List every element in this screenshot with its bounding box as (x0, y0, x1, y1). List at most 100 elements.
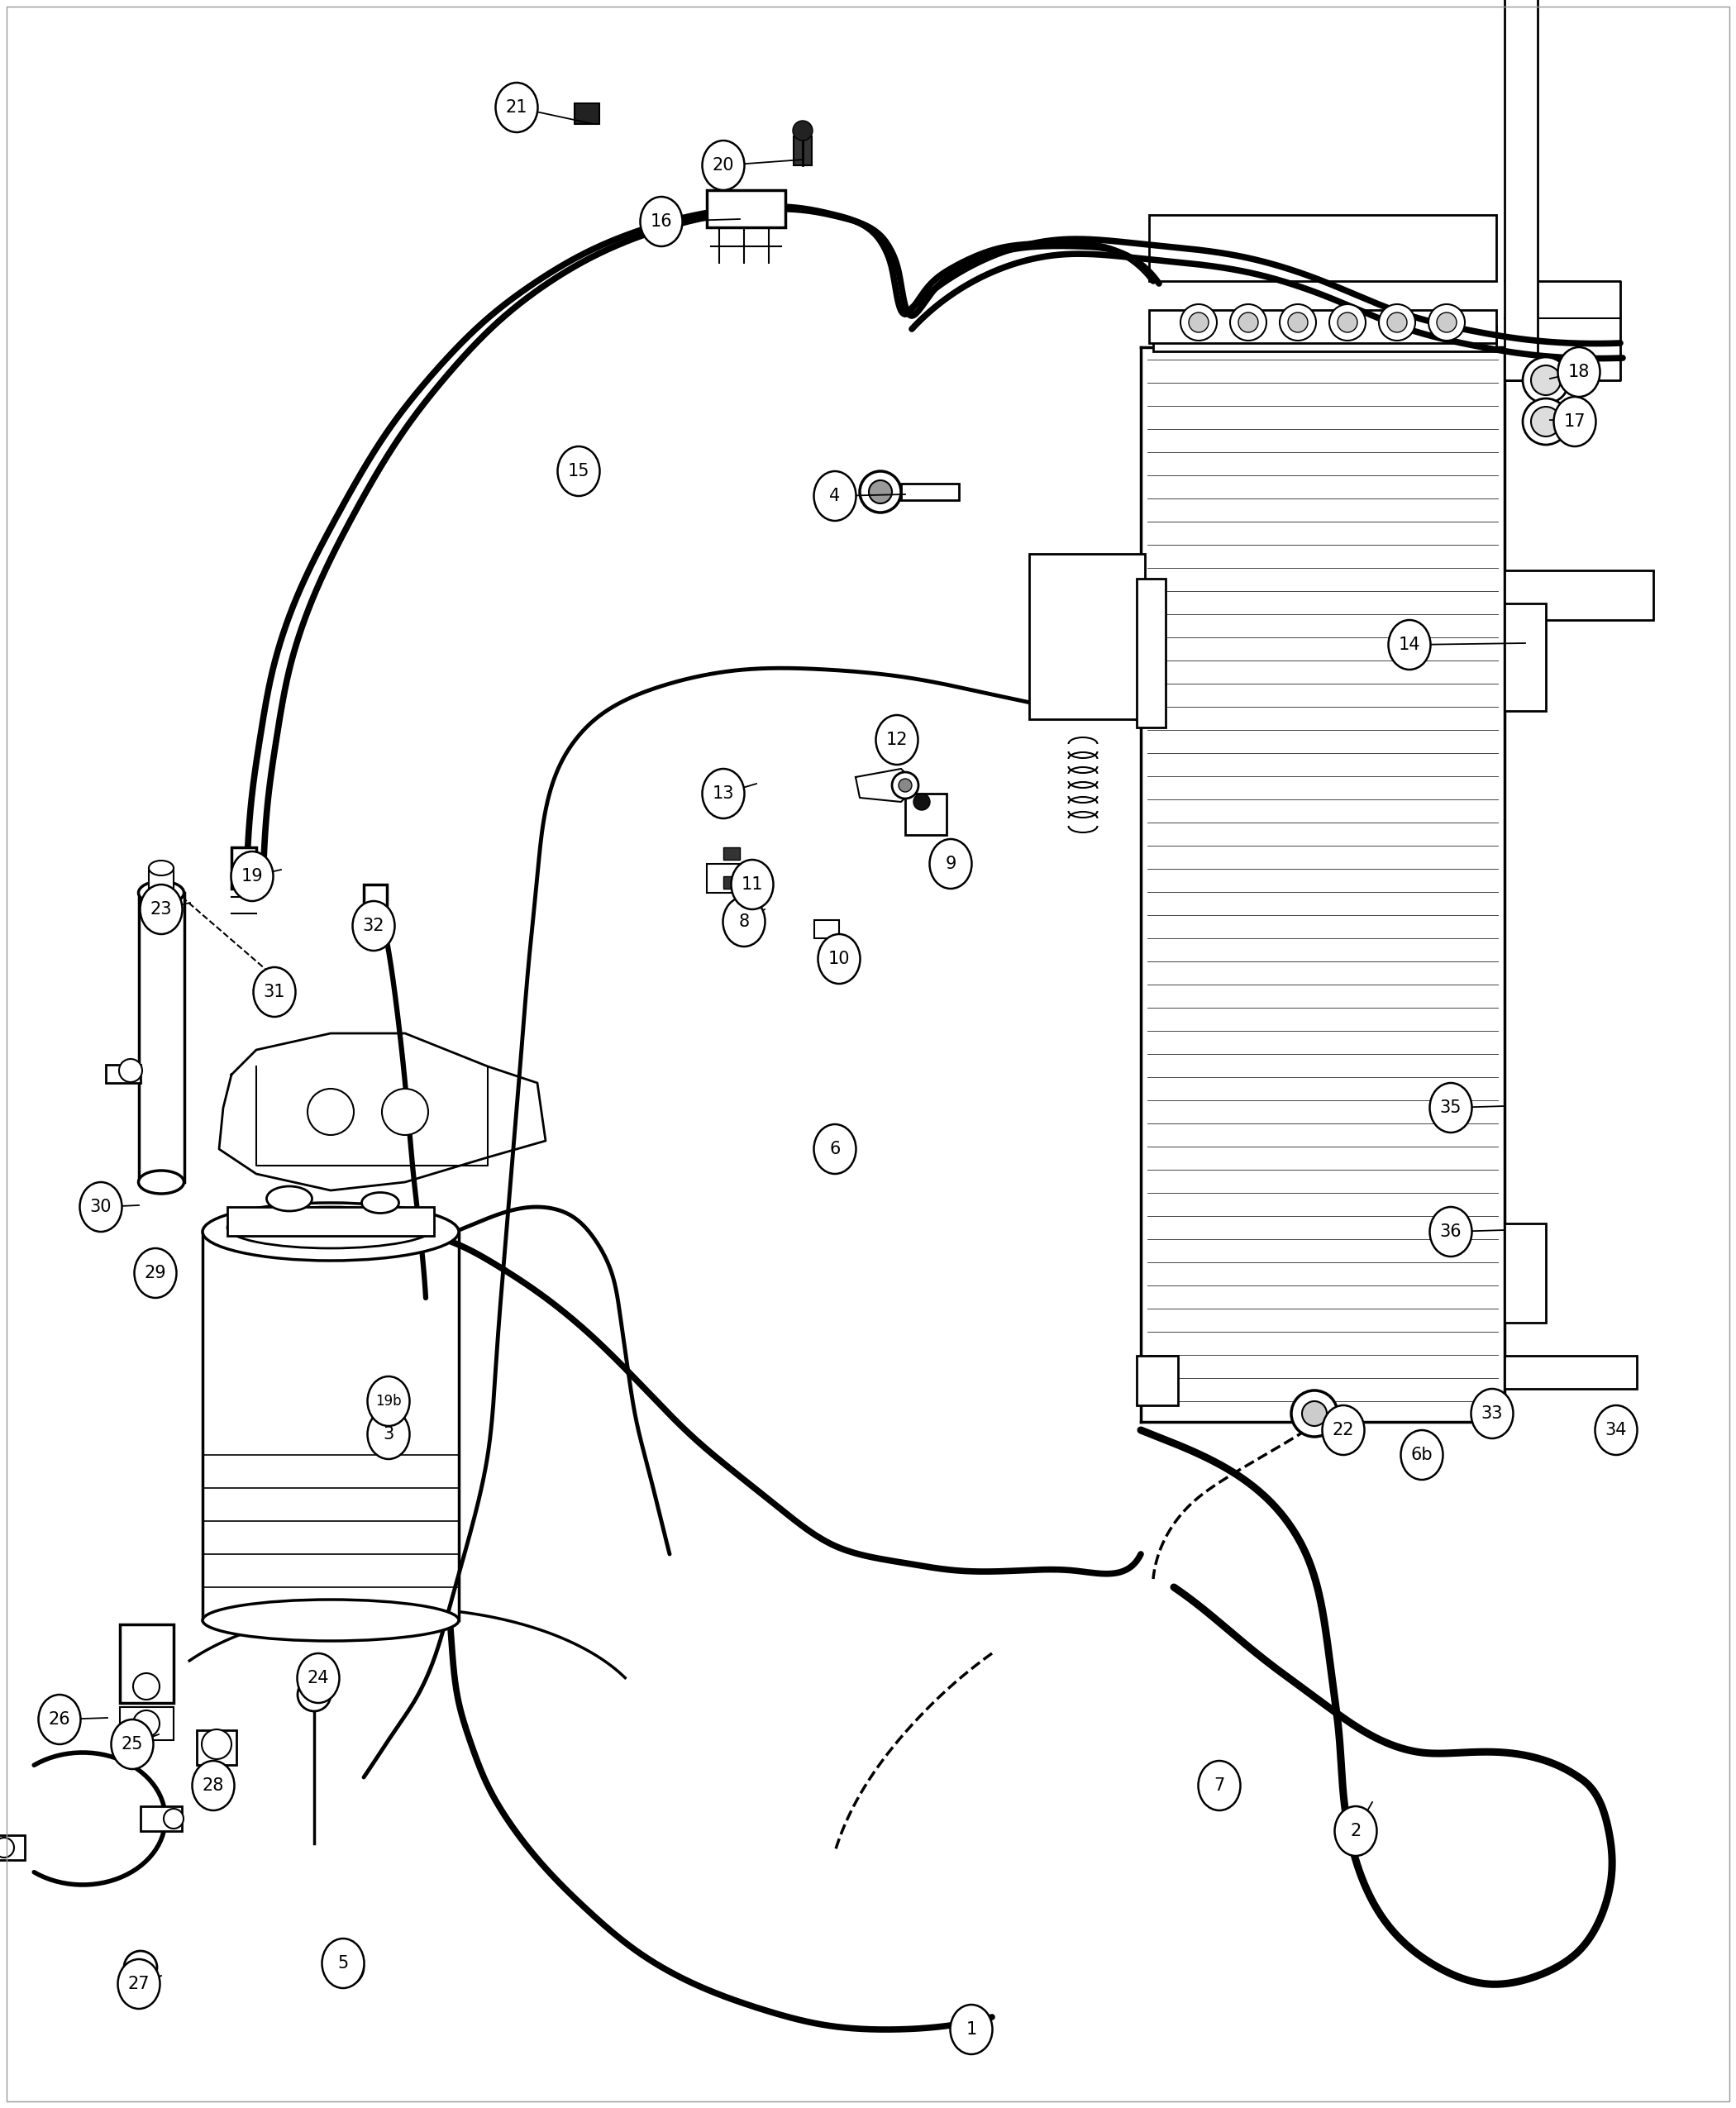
Bar (1149, 310, 1496, 344)
Ellipse shape (80, 1183, 122, 1231)
Ellipse shape (118, 1958, 160, 2009)
Text: 23: 23 (151, 900, 172, 917)
Ellipse shape (321, 1939, 365, 1988)
Bar (120, 1707, 174, 1739)
Text: 28: 28 (203, 1777, 224, 1794)
Circle shape (120, 1058, 142, 1081)
Ellipse shape (1198, 1760, 1241, 1811)
Bar (901, 483, 958, 500)
Polygon shape (1505, 280, 1620, 379)
Bar (707, 864, 740, 894)
Ellipse shape (641, 196, 682, 247)
Bar (231, 847, 257, 890)
Ellipse shape (253, 968, 295, 1016)
Circle shape (1531, 365, 1561, 394)
Bar (724, 847, 740, 860)
Ellipse shape (227, 1208, 434, 1248)
Bar (1029, 554, 1146, 719)
Text: 27: 27 (128, 1975, 149, 1992)
Text: 31: 31 (264, 984, 285, 1001)
Circle shape (913, 793, 930, 809)
Bar (1505, 603, 1545, 710)
Text: 12: 12 (885, 731, 908, 748)
Ellipse shape (814, 1124, 856, 1174)
Circle shape (1279, 304, 1316, 341)
Ellipse shape (1430, 1084, 1472, 1132)
Ellipse shape (1430, 1208, 1472, 1256)
Text: 21: 21 (505, 99, 528, 116)
Text: 10: 10 (828, 951, 851, 968)
Ellipse shape (352, 900, 394, 951)
Bar (1505, 1223, 1545, 1322)
Ellipse shape (1595, 1406, 1637, 1455)
Text: 5: 5 (337, 1954, 349, 1971)
Circle shape (1531, 407, 1561, 436)
Text: 33: 33 (1481, 1406, 1503, 1423)
Ellipse shape (139, 1170, 184, 1193)
Circle shape (1302, 1402, 1326, 1425)
Text: 20: 20 (712, 158, 734, 173)
Circle shape (899, 778, 911, 793)
Text: 34: 34 (1606, 1423, 1627, 1438)
Circle shape (1437, 312, 1457, 333)
Bar (793, 137, 812, 164)
Text: 7: 7 (1213, 1777, 1226, 1794)
Ellipse shape (929, 839, 972, 890)
Ellipse shape (368, 1377, 410, 1425)
Circle shape (868, 481, 892, 504)
Circle shape (1522, 398, 1569, 445)
Text: 15: 15 (568, 464, 590, 479)
Circle shape (163, 1809, 184, 1828)
Circle shape (307, 1088, 354, 1134)
Bar (575, 103, 599, 124)
Bar (1153, 327, 1496, 352)
Text: 35: 35 (1439, 1100, 1462, 1115)
Ellipse shape (703, 769, 745, 818)
Text: 36: 36 (1439, 1223, 1462, 1240)
Bar (1505, 571, 1653, 620)
Bar (149, 868, 174, 900)
Text: 24: 24 (307, 1670, 330, 1686)
Bar (1141, 348, 1505, 1423)
Circle shape (328, 1950, 365, 1986)
Circle shape (335, 1958, 356, 1977)
Bar (1149, 215, 1496, 280)
Ellipse shape (814, 472, 856, 521)
Ellipse shape (297, 1653, 339, 1703)
Text: 3: 3 (384, 1425, 394, 1442)
Ellipse shape (361, 1193, 399, 1212)
Polygon shape (856, 769, 918, 801)
Circle shape (1330, 304, 1366, 341)
Ellipse shape (731, 860, 773, 909)
Ellipse shape (141, 885, 182, 934)
Bar (1137, 580, 1165, 727)
Circle shape (134, 1674, 160, 1699)
Bar (139, 894, 184, 1183)
Ellipse shape (495, 82, 538, 133)
Text: 2: 2 (1351, 1823, 1361, 1840)
Bar (106, 1065, 141, 1084)
Bar (1137, 1355, 1179, 1406)
Bar (365, 885, 387, 921)
Circle shape (1387, 312, 1406, 333)
Circle shape (134, 1710, 160, 1737)
Ellipse shape (1389, 620, 1430, 670)
Bar (1505, 1355, 1637, 1389)
Circle shape (1292, 1391, 1337, 1438)
Ellipse shape (950, 2005, 993, 2055)
Circle shape (859, 472, 901, 512)
Bar (196, 1731, 236, 1764)
Ellipse shape (1554, 396, 1595, 447)
Ellipse shape (368, 1410, 410, 1459)
Text: 29: 29 (144, 1265, 167, 1282)
Circle shape (1238, 312, 1259, 333)
Bar (227, 1208, 434, 1235)
Text: 22: 22 (1333, 1423, 1354, 1438)
Text: 18: 18 (1568, 365, 1590, 379)
Circle shape (892, 772, 918, 799)
Ellipse shape (1401, 1429, 1443, 1480)
Circle shape (1337, 312, 1358, 333)
Text: 32: 32 (363, 917, 385, 934)
Ellipse shape (267, 1187, 312, 1212)
Circle shape (1522, 356, 1569, 403)
